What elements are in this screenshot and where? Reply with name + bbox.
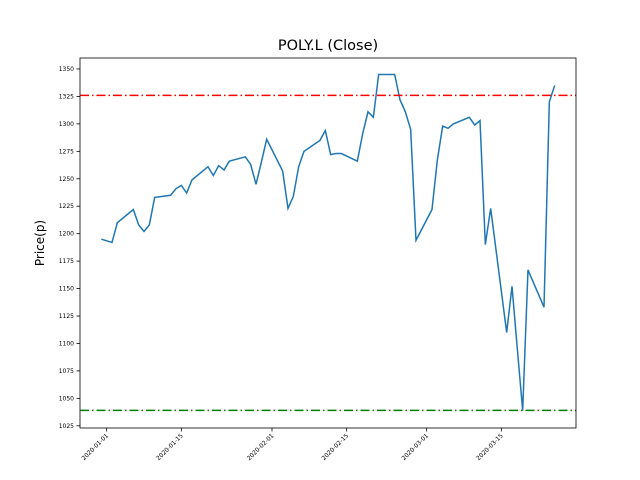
price-line [101,73,556,411]
y-tick-label: 1250 [59,176,74,183]
y-tick-label: 1150 [59,286,74,293]
y-tick-label: 1025 [59,423,74,430]
y-tick-label: 1075 [59,368,74,375]
y-tick-label: 1225 [59,203,74,210]
y-tick-label: 1175 [59,258,74,265]
y-tick-label: 1275 [59,148,74,155]
y-tick-label: 1100 [59,340,74,347]
y-tick-label: 1350 [59,66,74,73]
y-axis-label: Price(p) [33,220,47,266]
y-tick-label: 1200 [59,231,74,238]
chart-title: POLY.L (Close) [278,38,378,54]
y-tick-label: 1050 [59,395,74,402]
y-tick-label: 1300 [59,121,74,128]
y-tick-label: 1325 [59,93,74,100]
plot-frame [79,57,577,429]
y-tick-label: 1125 [59,313,74,320]
